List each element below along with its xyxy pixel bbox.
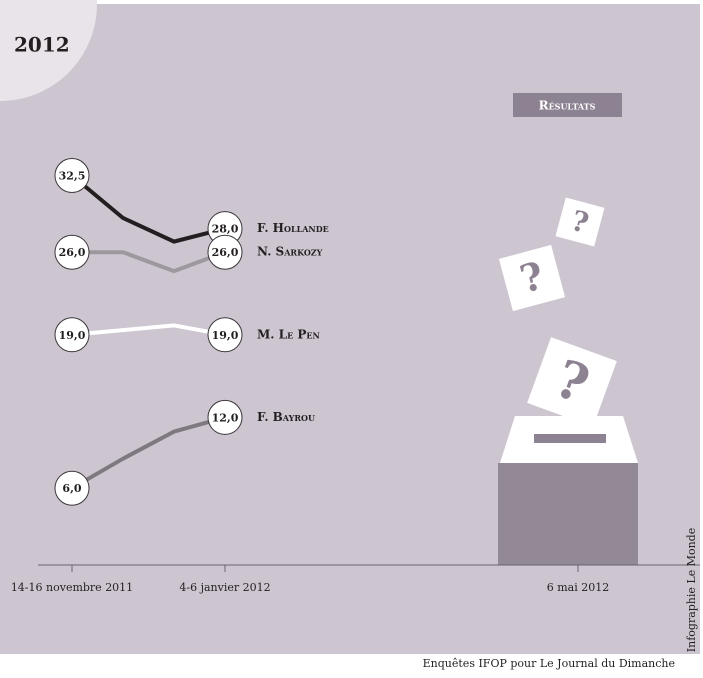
- series-name: F. Hollande: [257, 221, 329, 235]
- series-line: [70, 173, 226, 244]
- results-label: Résultats: [539, 99, 596, 113]
- ballot-box: ? ? ?: [498, 197, 638, 565]
- value-label: 26,0: [212, 246, 239, 259]
- series-name: M. Le Pen: [257, 327, 320, 341]
- x-tick-label: 14-16 novembre 2011: [11, 581, 133, 594]
- plot: 14-16 novembre 2011 4-6 janvier 2012 32,5 2…: [11, 158, 329, 594]
- value-label: 12,0: [212, 411, 239, 424]
- value-label: 32,5: [59, 170, 86, 183]
- x-tick-label: 4-6 janvier 2012: [179, 581, 270, 594]
- series-line: [70, 415, 226, 490]
- value-label: 19,0: [212, 329, 239, 342]
- value-label: 19,0: [59, 329, 86, 342]
- results-button[interactable]: [513, 93, 622, 117]
- value-bubble: [54, 317, 90, 353]
- value-label: 6,0: [62, 482, 81, 495]
- credit: Infographie Le Monde: [685, 528, 698, 652]
- value-bubble: [54, 234, 90, 270]
- corner-disc: [0, 0, 97, 101]
- series-line: [72, 250, 226, 274]
- series-name: F. Bayrou: [257, 410, 315, 424]
- value-bubble: [54, 158, 90, 193]
- source: Enquêtes IFOP pour Le Journal du Dimanch…: [423, 657, 675, 670]
- series-name: N. Sarkozy: [257, 245, 323, 259]
- value-bubble: [54, 470, 90, 506]
- series-line: [71, 323, 226, 337]
- chart-title: 2012: [14, 33, 70, 57]
- value-bubble: [207, 399, 243, 435]
- value-bubble: [207, 234, 243, 270]
- x-tick-label: 6 mai 2012: [547, 581, 610, 594]
- value-label: 26,0: [59, 246, 86, 259]
- value-bubble: [207, 317, 243, 353]
- value-label: 28,0: [212, 223, 239, 236]
